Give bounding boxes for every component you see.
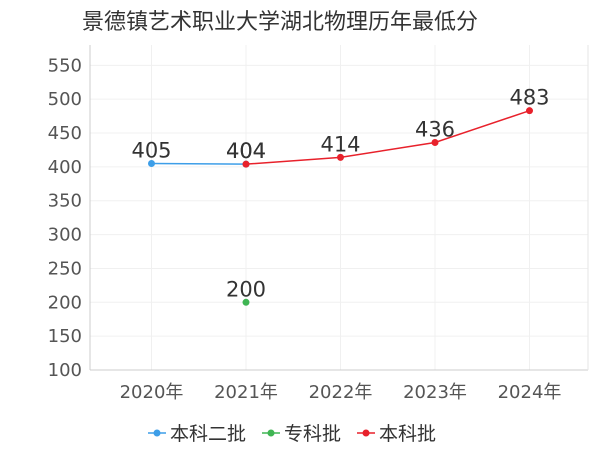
data-label: 414 <box>320 132 360 156</box>
data-label: 405 <box>131 138 171 162</box>
data-point <box>148 159 155 167</box>
data-label: 200 <box>226 277 266 301</box>
y-tick-label: 150 <box>48 326 82 347</box>
data-point <box>242 298 250 306</box>
data-label: 404 <box>226 139 266 163</box>
y-tick-label: 350 <box>48 191 82 212</box>
legend-marker <box>153 429 161 437</box>
chart-title: 景德镇艺术职业大学湖北物理历年最低分 <box>82 10 479 35</box>
y-tick-label: 400 <box>48 157 82 178</box>
legend-marker <box>267 429 275 437</box>
data-point <box>337 153 344 161</box>
x-tick-label: 2024年 <box>498 382 562 403</box>
legend-label: 专科批 <box>284 423 341 445</box>
y-tick-label: 250 <box>48 258 82 279</box>
x-tick-label: 2020年 <box>120 382 184 403</box>
x-tick-label: 2023年 <box>403 382 467 403</box>
data-label: 483 <box>509 86 549 110</box>
data-point <box>242 160 250 168</box>
data-point <box>431 139 439 146</box>
data-point <box>526 107 533 115</box>
y-tick-label: 500 <box>48 89 82 110</box>
series-line-3 <box>245 109 530 165</box>
series-line-1 <box>151 162 247 165</box>
legend-label: 本科二批 <box>170 423 246 445</box>
legend-marker <box>362 429 370 437</box>
legend-label: 本科批 <box>379 423 436 445</box>
y-tick-label: 550 <box>48 55 82 76</box>
data-label: 436 <box>415 118 455 142</box>
data-label: 404 <box>226 139 266 163</box>
y-tick-label: 100 <box>48 360 82 381</box>
y-tick-label: 300 <box>48 225 82 246</box>
y-tick-label: 200 <box>48 292 82 313</box>
x-tick-label: 2021年 <box>214 382 278 403</box>
y-tick-label: 450 <box>48 123 82 144</box>
x-tick-label: 2022年 <box>309 382 373 403</box>
